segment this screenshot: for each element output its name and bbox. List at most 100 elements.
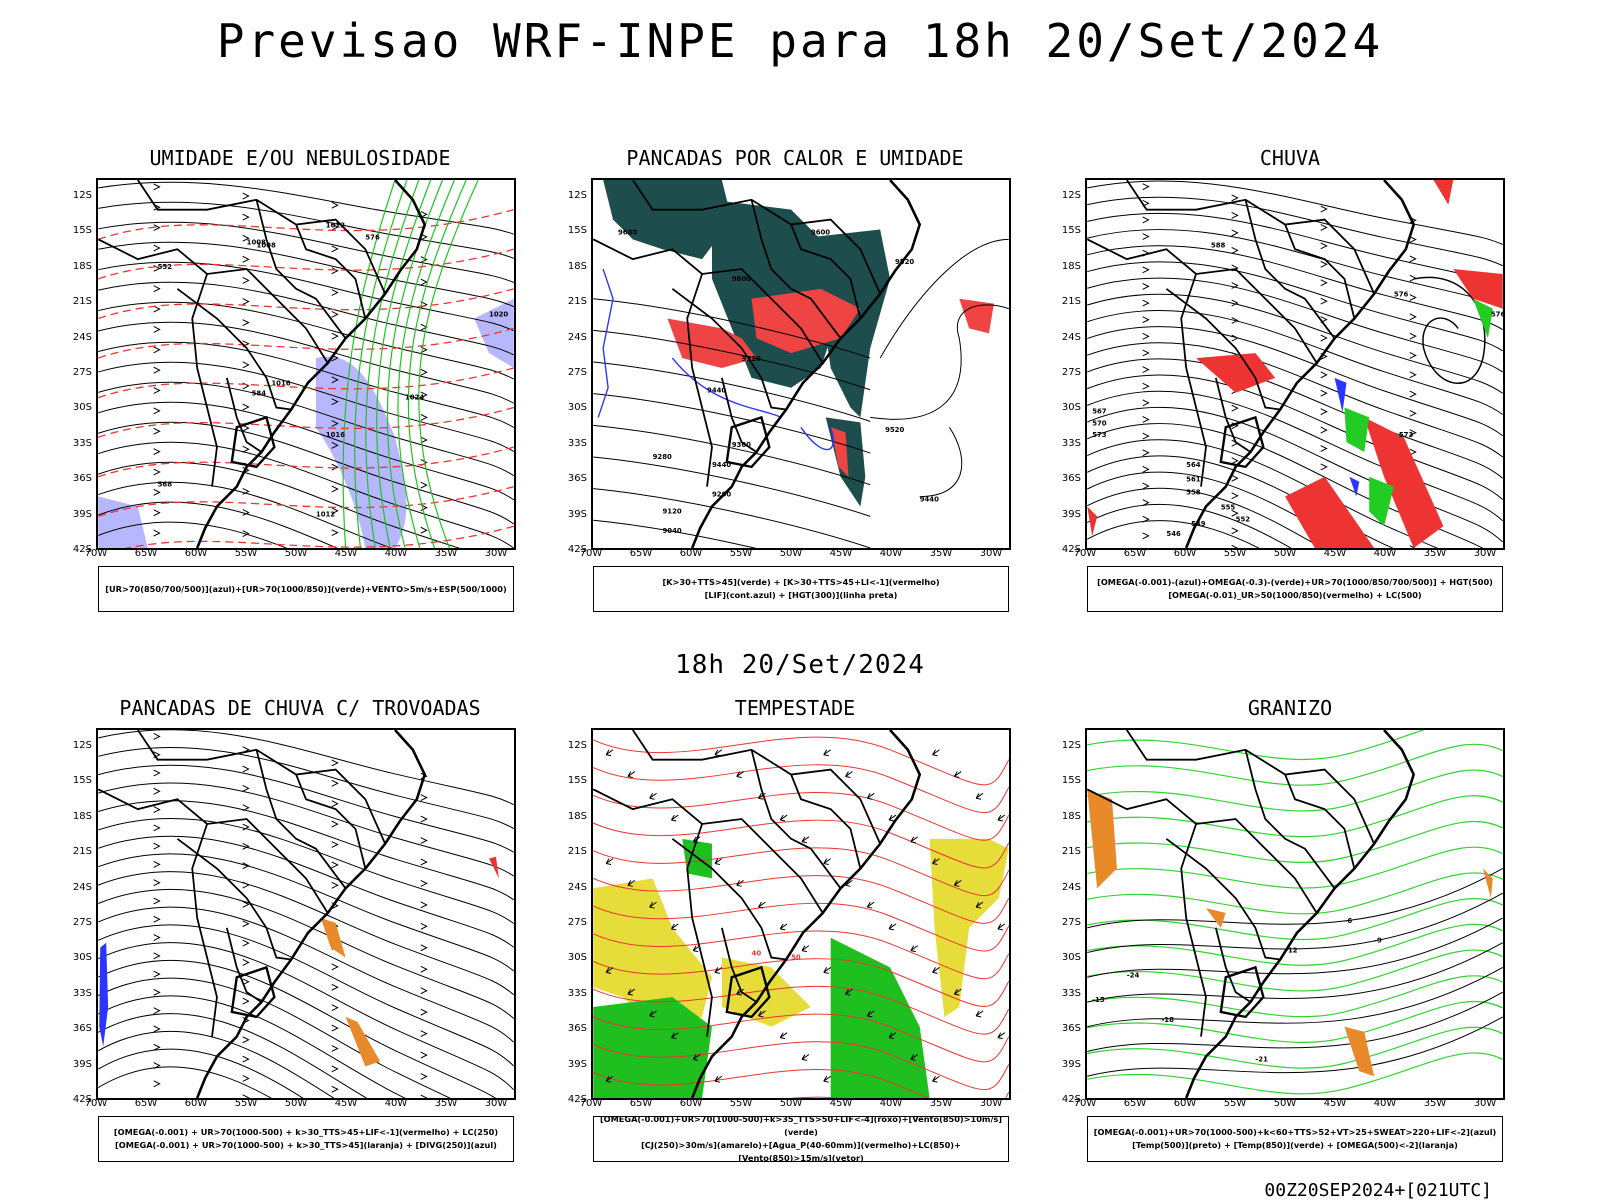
contour-label: 573: [1092, 431, 1107, 439]
lc850-contour: [593, 736, 1009, 786]
rain-area: [1453, 269, 1503, 309]
map-svg: [98, 730, 514, 1098]
flow-arrow: [1231, 229, 1239, 237]
contour-label: 568: [158, 481, 173, 489]
lat-tick-label: 21S: [567, 846, 587, 858]
wind-vector: [670, 1032, 679, 1040]
lon-tick-label: 55W: [1223, 548, 1247, 559]
country-border: [686, 823, 713, 1037]
lat-tick-label: 27S: [72, 367, 92, 378]
lat-tick-label: 15S: [1061, 775, 1081, 787]
wind-vector: [758, 792, 766, 800]
lat-tick-label: 24S: [72, 881, 92, 893]
lc850-contour: [593, 875, 1009, 924]
cyclone-circulation: [1413, 276, 1486, 384]
rain-area: [1087, 506, 1098, 537]
flow-arrow: [1320, 389, 1328, 397]
convection-area: [345, 1016, 381, 1067]
flow-arrow: [1320, 279, 1328, 287]
flow-arrow: [331, 441, 339, 449]
flow-arrow: [1231, 317, 1239, 324]
lon-tick-label: 65W: [1123, 1098, 1147, 1109]
lon-tick-label: 30W: [484, 548, 508, 559]
lat-tick-label: 36S: [567, 1023, 587, 1035]
contour-label: 561: [1186, 476, 1201, 484]
flow-arrow: [242, 319, 250, 327]
flow-arrow: [242, 509, 250, 516]
flow-arrow: [1231, 509, 1239, 517]
legend-box: [UR>70(850/700/500)](azul)+[UR>70(1000/8…: [98, 566, 514, 612]
country-border: [1180, 823, 1207, 1037]
flow-arrow: [242, 1075, 250, 1082]
flow-arrow: [1320, 463, 1328, 471]
streamline: [1087, 277, 1503, 373]
flow-arrow: [420, 233, 428, 241]
wind-vector: [888, 923, 897, 931]
wind-vector: [627, 771, 636, 778]
flow-arrow: [420, 987, 428, 995]
flow-arrow: [331, 1065, 339, 1073]
lon-tick-label: 50W: [1273, 1098, 1297, 1109]
flow-arrow: [331, 1085, 339, 1093]
lon-tick-label: 30W: [979, 548, 1003, 559]
streamline: [98, 421, 514, 525]
country-border: [1244, 749, 1336, 889]
flow-arrow: [242, 1055, 250, 1063]
t850-contour: [1087, 949, 1503, 992]
wind-vector: [758, 901, 766, 909]
country-border: [790, 774, 862, 869]
t850-contour: [1087, 730, 1425, 761]
lon-tick-label: 40W: [384, 1098, 408, 1109]
rh-low-contour: [365, 180, 420, 548]
wind-vector: [866, 901, 875, 909]
wind-vector: [692, 1054, 701, 1061]
flow-arrow: [420, 210, 428, 218]
contour-label: -21: [1255, 1055, 1268, 1063]
flow-arrow: [331, 759, 339, 767]
wind-vector: [714, 967, 723, 974]
lat-tick-label: 15S: [72, 775, 92, 787]
run-label: 00Z20SEP2024+[021UTC]: [1264, 1180, 1492, 1201]
contour-label: 588: [1211, 241, 1226, 249]
lon-tick-label: 35W: [434, 1098, 458, 1109]
lat-tick-label: 36S: [72, 1023, 92, 1035]
flow-arrow: [420, 965, 428, 973]
flow-arrow: [153, 769, 161, 777]
strong-wind-area: [830, 937, 930, 1098]
strong-omega-area: [1473, 298, 1493, 339]
contour-label: -9: [1374, 937, 1382, 945]
country-border: [720, 927, 757, 1003]
wind-vector: [801, 1054, 810, 1061]
contour-label: 40: [752, 950, 762, 958]
lat-tick-label: 24S: [567, 881, 587, 893]
country-border: [720, 377, 757, 453]
streamline: [98, 1013, 368, 1098]
wind-vector: [932, 858, 940, 866]
strong-wind-area: [593, 997, 712, 1098]
flow-arrow: [242, 213, 250, 221]
li-area: [959, 298, 994, 334]
lat-tick-label: 39S: [72, 508, 92, 520]
lon-tick-label: 50W: [779, 548, 803, 559]
flow-arrow: [1142, 432, 1150, 440]
flow-arrow: [242, 1036, 250, 1044]
wind-vector: [823, 967, 831, 974]
t500-contour: [1087, 868, 1503, 929]
flow-arrow: [242, 277, 250, 284]
panel-title: PANCADAS DE CHUVA C/ TROVOADAS: [119, 696, 481, 720]
lat-tick-label: 21S: [567, 296, 587, 308]
flow-arrow: [331, 529, 339, 537]
lon-tick-label: 45W: [829, 548, 853, 559]
wind-vector: [910, 945, 919, 953]
streamline: [98, 871, 514, 996]
thickness-contour: [98, 367, 514, 399]
country-border: [225, 927, 262, 1003]
flow-arrow: [331, 332, 339, 340]
streamline: [98, 221, 514, 283]
flow-arrow: [331, 841, 339, 848]
lat-tick-label: 15S: [72, 225, 92, 237]
omega500-area: [1344, 1026, 1375, 1077]
flow-arrow: [1231, 247, 1239, 254]
flow-arrow: [242, 959, 250, 966]
country-border: [1284, 224, 1356, 319]
